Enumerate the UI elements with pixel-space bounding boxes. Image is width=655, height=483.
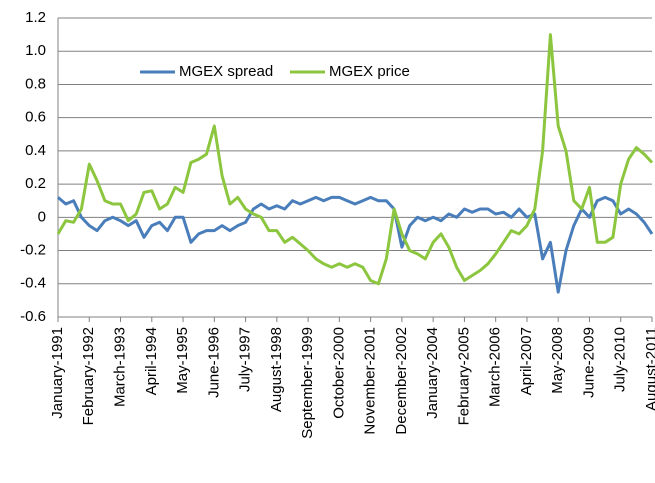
y-tick-label: 0.6	[25, 109, 46, 126]
x-tick-label: October-2000	[330, 327, 347, 419]
legend-label: MGEX price	[329, 63, 410, 80]
x-tick-label: March-1993	[111, 327, 128, 407]
x-tick-label: December-2002	[393, 327, 410, 435]
x-tick-label: August-1998	[268, 327, 285, 412]
y-tick-label: -0.4	[20, 275, 46, 292]
x-tick-label: June-2009	[580, 327, 597, 398]
y-tick-label: 0	[38, 208, 46, 225]
x-tick-label: January-1991	[49, 327, 66, 419]
x-tick-label: April-2007	[518, 327, 535, 395]
y-tick-label: 0.2	[25, 175, 46, 192]
x-tick-label: July-1997	[237, 327, 254, 392]
x-tick-label: May-2008	[549, 327, 566, 394]
x-tick-label: February-2005	[455, 327, 472, 425]
x-tick-label: April-1994	[143, 327, 160, 395]
x-tick-label: February-1992	[80, 327, 97, 425]
y-tick-label: 0.4	[25, 142, 46, 159]
x-tick-label: August-2011	[643, 327, 655, 411]
series-line	[56, 33, 654, 286]
x-tick-label: November-2001	[362, 327, 379, 435]
x-tick-label: September-1999	[299, 327, 316, 439]
x-tick-label: July-2010	[612, 327, 629, 392]
y-tick-label: 1.0	[25, 42, 46, 59]
x-tick-label: May-1995	[174, 327, 191, 394]
y-tick-label: 1.2	[25, 9, 46, 26]
x-tick-label: January-2004	[424, 327, 441, 419]
y-tick-label: -0.6	[20, 308, 46, 325]
legend-label: MGEX spread	[179, 63, 273, 80]
y-tick-label: 0.8	[25, 75, 46, 92]
series-line	[57, 195, 654, 294]
x-tick-label: March-2006	[487, 327, 504, 407]
y-tick-label: -0.2	[20, 242, 46, 259]
x-tick-label: June-1996	[205, 327, 222, 398]
